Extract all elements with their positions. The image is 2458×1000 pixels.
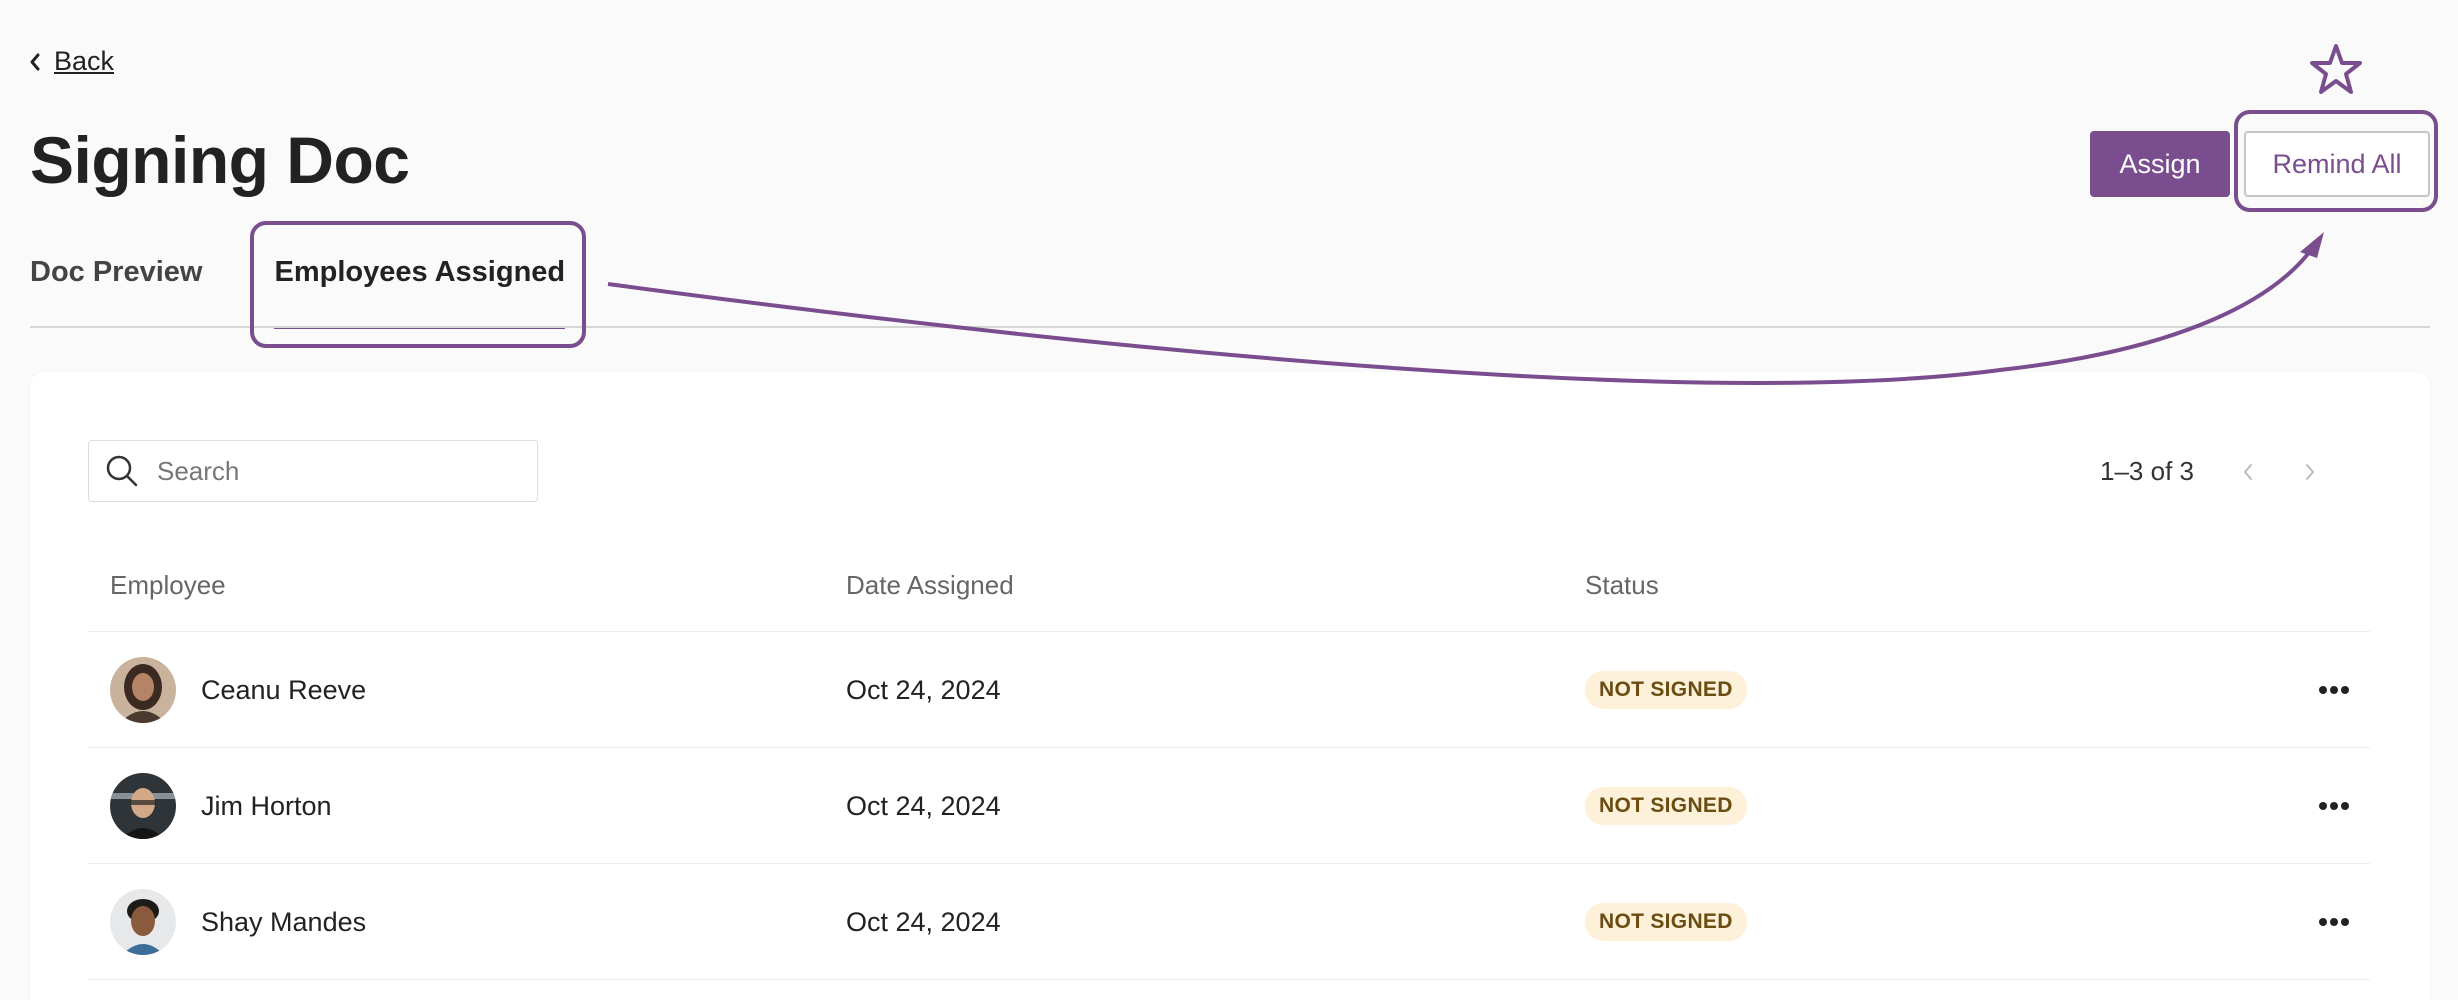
chevron-left-icon[interactable]	[2240, 460, 2256, 484]
employee-cell: Shay Mandes	[110, 864, 366, 980]
search-input[interactable]	[157, 455, 517, 487]
employee-name: Jim Horton	[201, 790, 332, 821]
table-row[interactable]: Jim Horton Oct 24, 2024 NOT SIGNED	[88, 748, 2370, 864]
chevron-left-icon	[30, 53, 40, 70]
table-header: Employee Date Assigned Status	[88, 570, 2370, 632]
pagination: 1–3 of 3	[2100, 456, 2318, 487]
date-assigned: Oct 24, 2024	[846, 790, 1001, 821]
status-badge: NOT SIGNED	[1585, 903, 1747, 941]
avatar	[110, 773, 176, 839]
row-menu-button[interactable]	[2318, 748, 2350, 864]
header-actions: Assign Remind All	[2090, 131, 2430, 197]
status-cell: NOT SIGNED	[1585, 864, 1747, 980]
more-horizontal-icon	[2319, 686, 2349, 694]
chevron-right-icon[interactable]	[2302, 460, 2318, 484]
date-assigned: Oct 24, 2024	[846, 906, 1001, 937]
column-header-date-assigned[interactable]: Date Assigned	[846, 570, 1014, 600]
avatar	[110, 657, 176, 723]
back-label: Back	[54, 46, 115, 76]
remind-all-button[interactable]: Remind All	[2244, 131, 2430, 197]
tab-divider	[30, 326, 2430, 328]
column-header-employee[interactable]: Employee	[110, 570, 226, 600]
avatar	[110, 889, 176, 955]
column-header-status[interactable]: Status	[1585, 570, 1659, 600]
employees-card: 1–3 of 3 Employee Date Assigned Status	[30, 372, 2430, 1000]
pagination-range: 1–3 of 3	[2100, 456, 2194, 486]
more-horizontal-icon	[2319, 918, 2349, 926]
employee-cell: Ceanu Reeve	[110, 632, 366, 748]
status-cell: NOT SIGNED	[1585, 748, 1747, 864]
employee-cell: Jim Horton	[110, 748, 332, 864]
search-icon	[106, 455, 138, 487]
tab-employees-assigned[interactable]: Employees Assigned	[274, 256, 566, 329]
more-horizontal-icon	[2319, 802, 2349, 810]
star-icon	[2310, 44, 2362, 94]
table-row[interactable]: Ceanu Reeve Oct 24, 2024 NOT SIGNED	[88, 632, 2370, 748]
arrowhead-icon	[2300, 232, 2324, 258]
date-assigned: Oct 24, 2024	[846, 674, 1001, 705]
tab-bar: Doc Preview Employees Assigned	[30, 256, 566, 329]
status-badge: NOT SIGNED	[1585, 787, 1747, 825]
table-row[interactable]: Shay Mandes Oct 24, 2024 NOT SIGNED	[88, 864, 2370, 980]
tab-doc-preview[interactable]: Doc Preview	[30, 256, 203, 288]
assign-button[interactable]: Assign	[2090, 131, 2230, 197]
status-cell: NOT SIGNED	[1585, 632, 1747, 748]
back-link[interactable]: Back	[28, 46, 114, 77]
search-box[interactable]	[88, 440, 538, 502]
annotation-arrow	[607, 238, 2320, 385]
row-menu-button[interactable]	[2318, 632, 2350, 748]
page-title: Signing Doc	[30, 123, 410, 197]
row-menu-button[interactable]	[2318, 864, 2350, 980]
status-badge: NOT SIGNED	[1585, 671, 1747, 709]
employee-name: Ceanu Reeve	[201, 674, 367, 705]
employee-name: Shay Mandes	[201, 906, 367, 937]
